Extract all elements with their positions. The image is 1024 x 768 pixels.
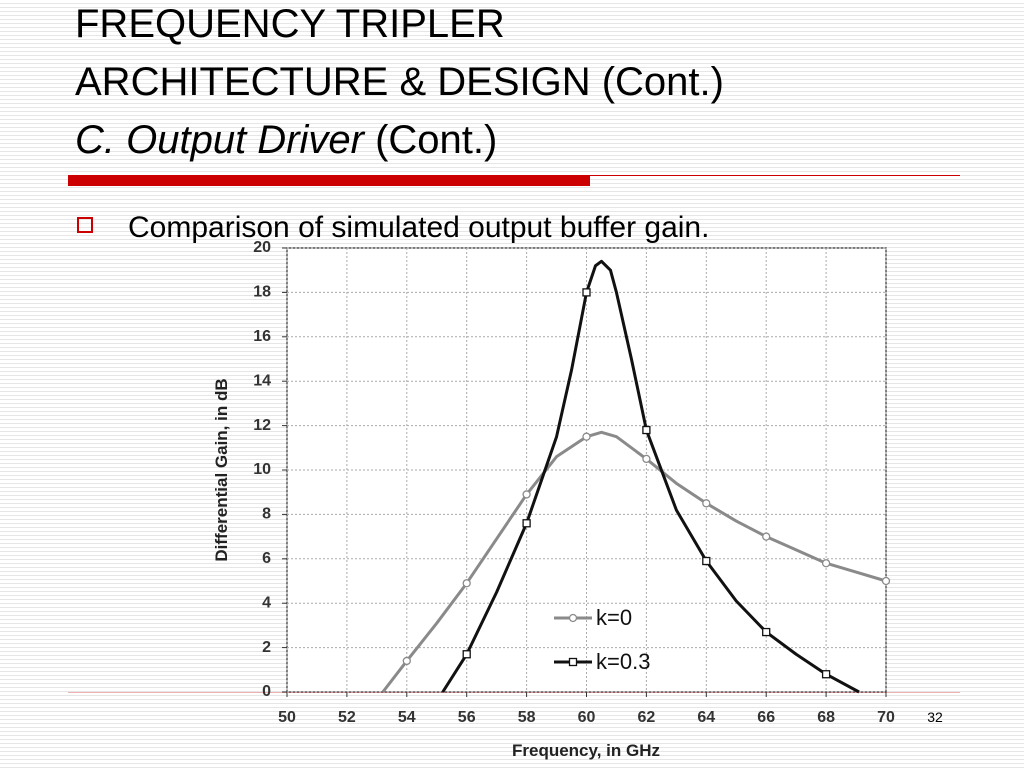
data-point: [702, 556, 711, 566]
bullet-text: Comparison of simulated output buffer ga…: [128, 211, 709, 244]
data-point: [702, 499, 711, 508]
data-point: [642, 454, 651, 464]
legend-label: k=0.3: [596, 649, 650, 674]
y-axis-label: Differential Gain, in dB: [212, 378, 231, 561]
x-tick-label: 56: [458, 709, 476, 726]
x-tick-label: 66: [757, 709, 775, 726]
y-tick-label: 4: [262, 594, 271, 611]
y-tick-label: 16: [253, 328, 271, 345]
y-tick-label: 12: [253, 417, 271, 434]
data-point: [582, 432, 591, 441]
x-tick-label: 64: [697, 709, 715, 726]
series-line: [441, 259, 860, 694]
data-point: [402, 656, 411, 666]
x-tick-label: 54: [398, 709, 416, 726]
title-bar: [68, 175, 590, 186]
data-point: [462, 579, 471, 588]
legend-marker: [568, 657, 578, 667]
x-tick-label: 62: [638, 709, 656, 726]
y-tick-label: 8: [262, 506, 271, 523]
bullet-icon: [77, 217, 93, 233]
y-tick-label: 20: [253, 239, 271, 256]
x-axis-label: Frequency, in GHz: [512, 741, 660, 760]
subtitle-italic: C. Output Driver: [75, 118, 366, 162]
x-tick-label: 70: [877, 709, 895, 726]
title-line: C. Output Driver (Cont.): [75, 118, 497, 162]
subtitle-rest: (Cont.): [375, 118, 497, 162]
y-tick-label: 14: [253, 372, 271, 389]
data-point: [821, 559, 831, 568]
data-point: [522, 490, 531, 499]
page-number: 32: [927, 709, 943, 725]
y-tick-label: 18: [253, 284, 271, 301]
x-tick-label: 52: [338, 709, 356, 726]
x-tick-label: 60: [578, 709, 596, 726]
data-point: [821, 670, 831, 679]
y-tick-label: 10: [253, 461, 271, 478]
x-tick-label: 68: [817, 709, 835, 726]
y-tick-label: 0: [262, 683, 271, 700]
data-point: [522, 519, 531, 528]
data-point: [642, 425, 651, 435]
legend-label: k=0: [596, 605, 632, 630]
title-line: ARCHITECTURE & DESIGN (Cont.): [75, 60, 724, 104]
y-tick-label: 6: [262, 550, 271, 567]
x-tick-label: 50: [278, 709, 296, 726]
y-tick-label: 2: [262, 639, 271, 656]
data-point: [762, 532, 771, 541]
data-point: [881, 576, 891, 586]
x-tick-label: 58: [518, 709, 536, 726]
data-point: [462, 650, 471, 659]
data-point: [582, 288, 591, 297]
data-point: [762, 627, 771, 637]
legend-marker: [568, 613, 578, 623]
title-line: FREQUENCY TRIPLER: [75, 2, 505, 46]
